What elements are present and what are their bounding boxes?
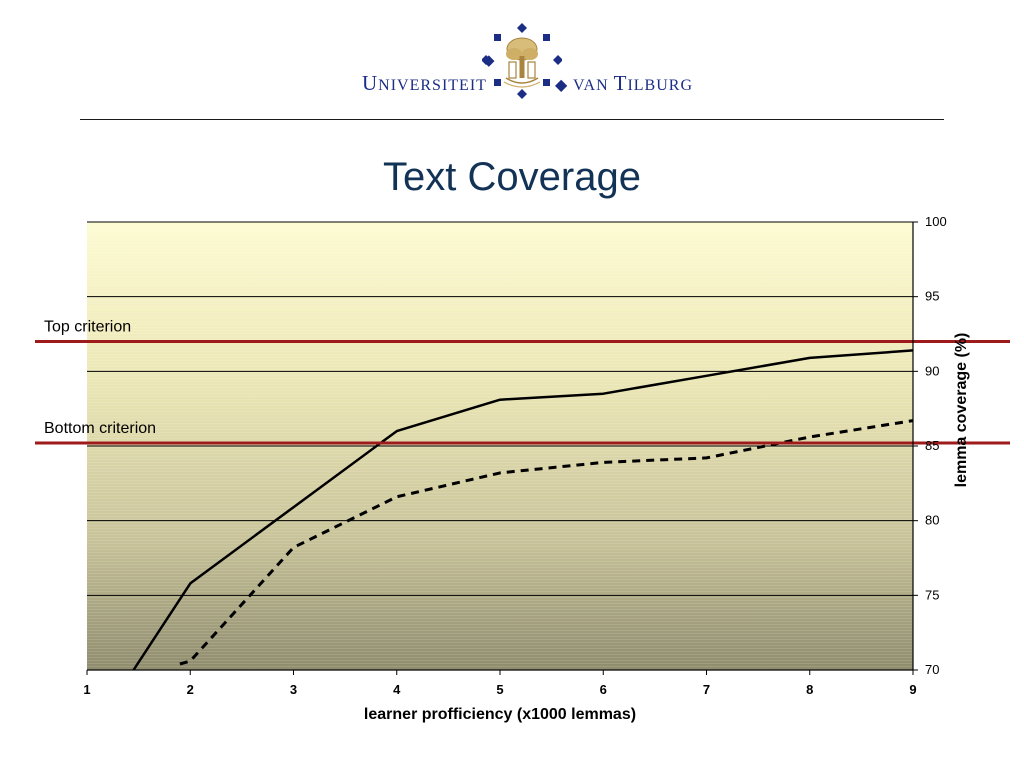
slide-title: Text Coverage — [383, 155, 641, 199]
x-tick-label-5: 5 — [496, 682, 503, 697]
logo-diamond-left-icon: ◆ — [483, 52, 495, 69]
x-tick-label-1: 1 — [83, 682, 90, 697]
x-tick-label-9: 9 — [909, 682, 916, 697]
logo-word-universiteit: UNIVERSITEIT — [362, 71, 487, 95]
x-tick-label-7: 7 — [703, 682, 710, 697]
y-tick-label-80: 80 — [925, 513, 939, 528]
x-tick-label-2: 2 — [187, 682, 194, 697]
y-axis-label: lemma coverage (%) — [953, 333, 970, 488]
y-tick-label-75: 75 — [925, 587, 939, 602]
tree-emblem-icon — [482, 23, 562, 99]
logo-word-van-tilburg: ◆ VAN TILBURG — [555, 71, 694, 95]
x-tick-label-4: 4 — [393, 682, 401, 697]
top-criterion-label: Top criterion — [44, 318, 131, 335]
university-logo: UNIVERSITEIT ◆ VAN TILBURG — [362, 22, 692, 102]
y-tick-label-85: 85 — [925, 438, 939, 453]
header-rule — [80, 119, 944, 120]
x-tick-label-6: 6 — [600, 682, 607, 697]
x-axis-label: learner profficiency (x1000 lemmas) — [364, 706, 636, 723]
series-line-1-solid — [132, 349, 913, 670]
y-tick-label-100: 100 — [925, 214, 947, 229]
y-tick-label-95: 95 — [925, 289, 939, 304]
x-tick-label-3: 3 — [290, 682, 297, 697]
bottom-criterion-label: Bottom criterion — [44, 420, 156, 437]
y-tick-label-70: 70 — [925, 662, 939, 677]
y-tick-label-90: 90 — [925, 363, 939, 378]
x-tick-label-8: 8 — [806, 682, 813, 697]
